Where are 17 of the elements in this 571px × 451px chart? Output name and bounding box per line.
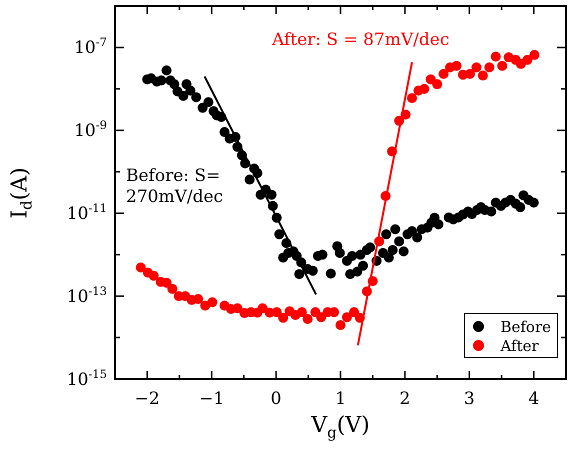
- annotation: After: S = 87mV/dec: [272, 30, 450, 52]
- x-tick-label: 3: [464, 389, 475, 409]
- x-tick-label: 4: [528, 389, 540, 409]
- y-tick-label: 10$^{-7}$: [74, 36, 107, 58]
- x-tick-label: 0: [270, 389, 282, 409]
- x-tick-label: 1: [335, 389, 346, 409]
- legend-label: After: [500, 336, 539, 354]
- y-tick-label: 10$^{-9}$: [74, 118, 107, 142]
- y-tick-label: 10$^{-13}$: [66, 284, 107, 307]
- x-tick-label: −1: [199, 389, 224, 409]
- x-axis-title: V$_{g}$(V): [311, 413, 370, 442]
- y-tick-label: 10$^{-15}$: [66, 367, 107, 390]
- y-tick-label: 10$^{-11}$: [66, 201, 107, 224]
- x-tick-label: −2: [134, 389, 160, 409]
- annotation: Before: S= 270mV/dec: [126, 166, 224, 208]
- x-tick-label: 2: [400, 389, 410, 409]
- legend-label: Before: [500, 318, 551, 336]
